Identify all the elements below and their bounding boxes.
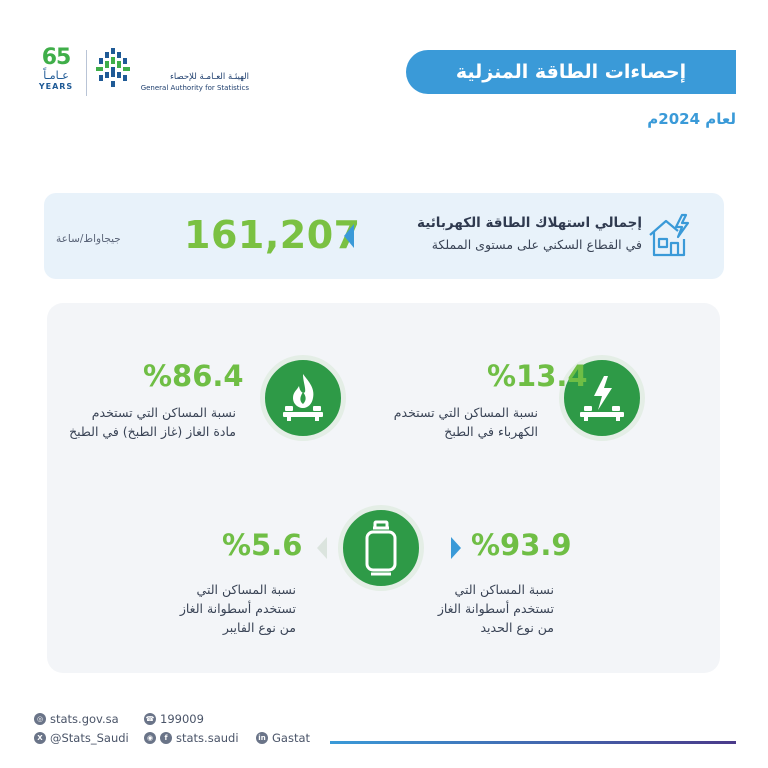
electric-cooking-line2: الكهرباء في الطبخ (444, 424, 538, 439)
report-year: لعام 2024م (647, 110, 736, 128)
gastat-logo: 65 عـامـاً YEARS الهيئـة العـام (34, 46, 249, 102)
org-name-ar: الهيئـة العـامـة للإحصاء (169, 72, 249, 82)
website-text: stats.gov.sa (50, 712, 119, 726)
chevron-left-icon (317, 537, 327, 559)
electric-cooking-line1: نسبة المساكن التي تستخدم (393, 405, 538, 420)
iron-cylinder-percent: %93.9 (471, 528, 572, 562)
gas-cooking-description: نسبة المساكن التي تستخدم مادة الغاز (غاز… (56, 403, 236, 441)
website-link[interactable]: ◎ stats.gov.sa (34, 712, 119, 726)
org-name: الهيئـة العـامـة للإحصاء General Authori… (134, 72, 249, 93)
footer-contacts: ◎ stats.gov.sa ☎ 199009 X @Stats_Saudi ◉… (34, 712, 344, 752)
anniversary-label-en: YEARS (38, 82, 74, 91)
gas-cooking-percent: %86.4 (143, 359, 244, 393)
fiber-cylinder-percent: %5.6 (222, 528, 303, 562)
gas-cylinder-badge (338, 505, 424, 591)
linkedin-icon: in (256, 732, 268, 744)
electric-cooking-description: نسبة المساكن التي تستخدم الكهرباء في الط… (318, 403, 538, 441)
consumption-title: إجمالي استهلاك الطاقة الكهربائية (417, 215, 642, 231)
cooking-energy-card: %13.4 نسبة المساكن التي تستخدم الكهرباء … (47, 303, 720, 673)
twitter-text: @Stats_Saudi (50, 731, 129, 745)
gastat-emblem-icon (96, 48, 130, 87)
globe-icon: ◎ (34, 713, 46, 725)
consumption-unit: جيجاواط/ساعة (56, 233, 121, 245)
electric-stove-icon (580, 376, 624, 421)
linkedin-text: Gastat (272, 731, 311, 745)
iron-cylinder-line3: من نوع الحديد (480, 620, 554, 635)
electric-cooking-percent: %13.4 (487, 359, 588, 393)
iron-cylinder-line1: نسبة المساكن التي (454, 582, 554, 597)
pointer-arrow-icon (344, 224, 354, 248)
anniversary-label-ar: عـامـاً (43, 69, 69, 82)
gas-cylinder-icon (365, 520, 397, 576)
linkedin-link[interactable]: in Gastat (256, 731, 310, 745)
page-title: إحصاءات الطاقة المنزلية (406, 50, 736, 94)
electric-stove-badge (559, 355, 645, 441)
fiber-cylinder-line2: تستخدم أسطوانة الغاز (179, 601, 296, 616)
footer-accent-line (330, 741, 736, 744)
twitter-link[interactable]: X @Stats_Saudi (34, 731, 129, 745)
org-name-en: General Authority for Statistics (140, 84, 249, 92)
phone-icon: ☎ (144, 713, 156, 725)
social-text: stats.saudi (176, 731, 239, 745)
logo-divider (86, 50, 87, 96)
gas-stove-badge (260, 355, 346, 441)
fiber-cylinder-line3: من نوع الفايبر (222, 620, 296, 635)
gas-stove-flame-icon (283, 374, 323, 421)
house-electricity-icon (649, 213, 690, 257)
total-consumption-panel: جيجاواط/ساعة 161,207 إجمالي استهلاك الطا… (44, 193, 724, 279)
x-twitter-icon: X (34, 732, 46, 744)
consumption-subtitle: في القطاع السكني على مستوى المملكة (431, 237, 642, 252)
consumption-value: 161,207 (184, 213, 361, 257)
iron-cylinder-line2: تستخدم أسطوانة الغاز (437, 601, 554, 616)
instagram-icon: ◉ (144, 732, 156, 744)
facebook-icon: f (160, 732, 172, 744)
anniversary-number: 65 (41, 45, 72, 70)
iron-cylinder-description: نسبة المساكن التي تستخدم أسطوانة الغاز م… (354, 580, 554, 637)
phone-text: 199009 (160, 712, 204, 726)
gas-cooking-line2: مادة الغاز (غاز الطبخ) في الطبخ (69, 424, 236, 439)
anniversary-badge: 65 عـامـاً YEARS (34, 46, 78, 92)
fiber-cylinder-line1: نسبة المساكن التي (196, 582, 296, 597)
fiber-cylinder-description: نسبة المساكن التي تستخدم أسطوانة الغاز م… (96, 580, 296, 637)
social-link[interactable]: ◉ f stats.saudi (144, 731, 239, 745)
gas-cooking-line1: نسبة المساكن التي تستخدم (91, 405, 236, 420)
phone-link[interactable]: ☎ 199009 (144, 712, 204, 726)
chevron-right-icon (451, 537, 461, 559)
